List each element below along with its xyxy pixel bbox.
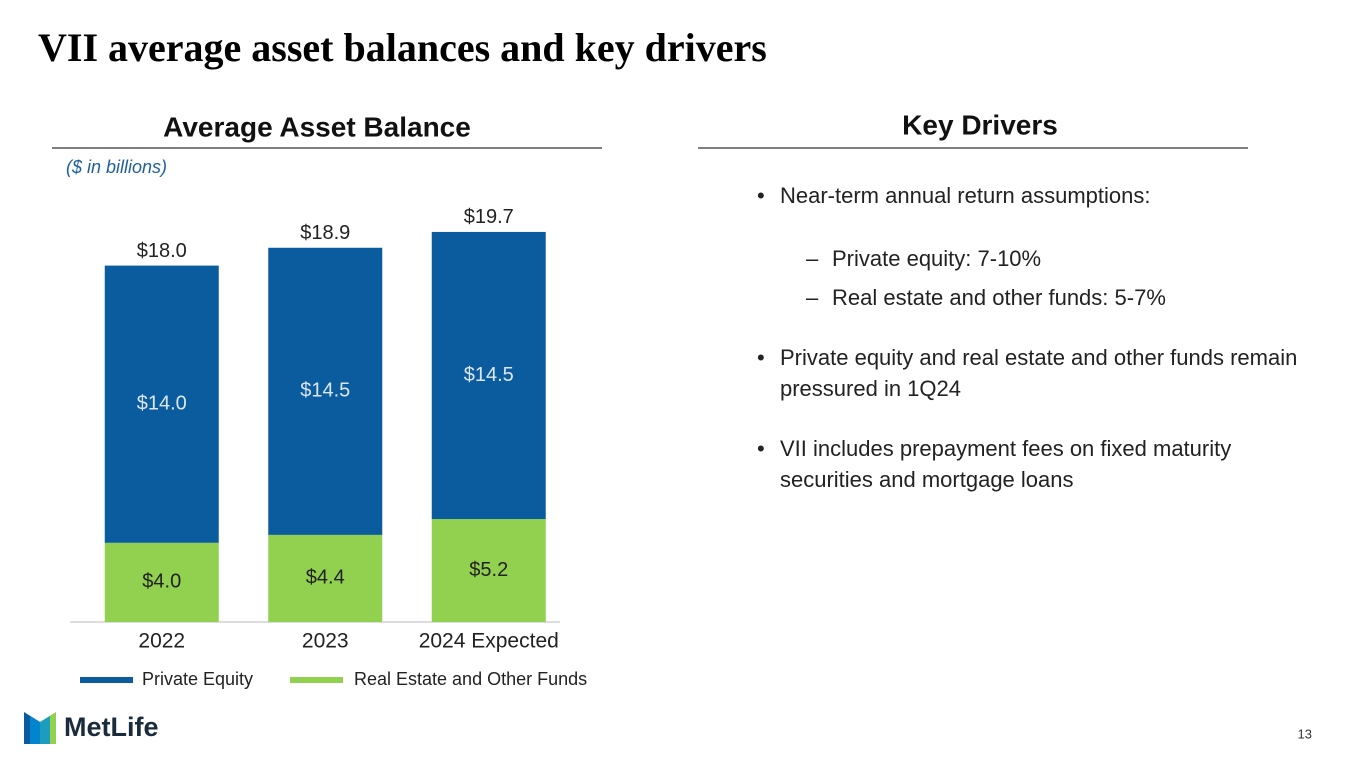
bullet: Near-term annual return assumptions: (757, 180, 1320, 211)
logo-text: MetLife (64, 712, 159, 742)
x-tick-label: 2022 (138, 630, 185, 653)
bar-segment (431, 519, 546, 622)
value-label: $4.0 (142, 571, 181, 593)
chart-title: Average Asset Balance (163, 111, 471, 142)
page-number: 13 (1298, 726, 1312, 741)
x-tick-label: 2023 (302, 630, 349, 653)
bullet: VII includes prepayment fees on fixed ma… (757, 433, 1320, 495)
legend-label: Real Estate and Other Funds (354, 669, 587, 689)
value-label: $14.0 (137, 392, 187, 414)
total-label: $19.7 (464, 206, 514, 228)
bar-segment (431, 231, 546, 520)
sub-bullet: Real estate and other funds: 5-7% (806, 282, 1312, 313)
x-tick-label: 2024 Expected (419, 630, 559, 653)
value-label: $14.5 (464, 364, 514, 386)
chart-subtitle: ($ in billions) (66, 157, 167, 177)
total-label: $18.0 (137, 240, 187, 262)
value-label: $5.2 (469, 559, 508, 581)
sub-bullet: Private equity: 7-10% (806, 243, 1312, 274)
slide-title: VII average asset balances and key drive… (38, 25, 767, 70)
bullet: Private equity and real estate and other… (757, 342, 1320, 404)
bar-segment (104, 265, 219, 543)
bar-segment (104, 542, 219, 622)
bar-segment (268, 247, 383, 535)
bar-segment (268, 534, 383, 622)
legend-label: Private Equity (142, 669, 253, 689)
value-label: $14.5 (300, 380, 350, 402)
drivers-title: Key Drivers (902, 109, 1058, 140)
logo-icon (24, 712, 56, 744)
value-label: $4.4 (306, 567, 345, 589)
total-label: $18.9 (300, 222, 350, 244)
